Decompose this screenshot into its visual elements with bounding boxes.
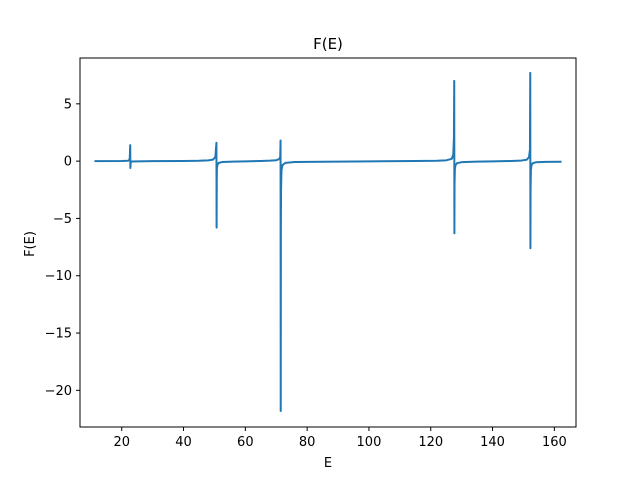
x-tick-label: 40 [175, 435, 192, 450]
y-axis-label: F(E) [23, 231, 38, 257]
chart-title: F(E) [313, 35, 343, 53]
y-tick-label: 0 [64, 155, 72, 170]
x-tick-label: 80 [299, 435, 316, 450]
y-tick-label: −10 [45, 269, 72, 284]
x-tick-label: 100 [357, 435, 382, 450]
x-tick-label: 20 [113, 435, 130, 450]
x-tick-label: 120 [418, 435, 443, 450]
x-tick-label: 60 [237, 435, 254, 450]
series-line-0 [94, 71, 562, 412]
x-axis-label: E [324, 456, 332, 471]
y-tick-label: −20 [45, 384, 72, 399]
x-tick-label: 140 [480, 435, 505, 450]
plot-area [80, 58, 576, 427]
axes-layer: 20 40 60 80 100 120 140 160 5 0 −5 −10 −15 −20 [45, 57, 577, 450]
y-tick-label: −15 [45, 327, 72, 342]
data-layer [94, 71, 562, 412]
axes-frame [79, 57, 577, 428]
x-tick-label: 160 [542, 435, 567, 450]
y-tick-label: −5 [53, 212, 72, 227]
y-tick-label: 5 [64, 97, 72, 112]
plot-background [80, 58, 576, 427]
